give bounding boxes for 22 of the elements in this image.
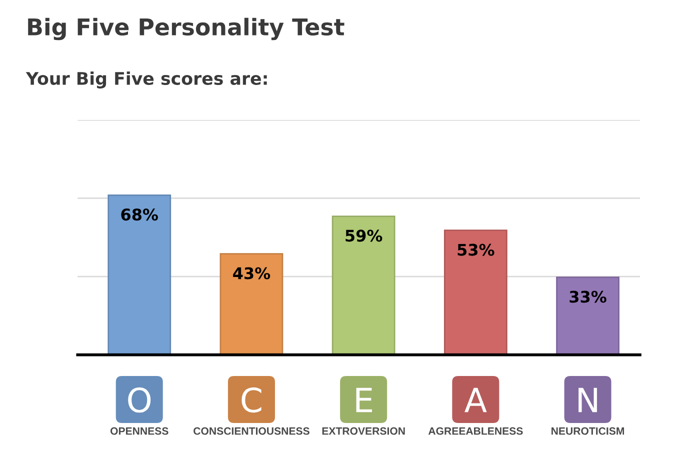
chart-title: Big Five Personality Test (28, 18, 344, 40)
x-tick-label: OPENNESS (110, 427, 168, 435)
bar (108, 194, 172, 355)
x-tick-label: AGREEABLENESS (428, 427, 523, 435)
text: A (464, 388, 487, 412)
data-label: 43% (233, 267, 270, 280)
text: E (356, 388, 372, 412)
bar (444, 230, 508, 355)
data-label: 53% (458, 244, 494, 256)
x-tick-label: EXTROVERSION (322, 427, 405, 435)
data-label: 68% (121, 208, 158, 221)
x-tick-label: CONSCIENTIOUSNESS (194, 427, 310, 435)
bar (220, 253, 284, 355)
chart-subtitle: Your Big Five scores are: (26, 72, 267, 88)
bar (556, 276, 620, 355)
data-label: 59% (346, 230, 382, 242)
bar (332, 216, 396, 355)
x-tick-label: NEUROTICISM (552, 427, 624, 435)
text: O (128, 387, 151, 413)
data-label: 33% (570, 290, 606, 303)
text: N (578, 388, 597, 412)
text: C (242, 387, 262, 413)
